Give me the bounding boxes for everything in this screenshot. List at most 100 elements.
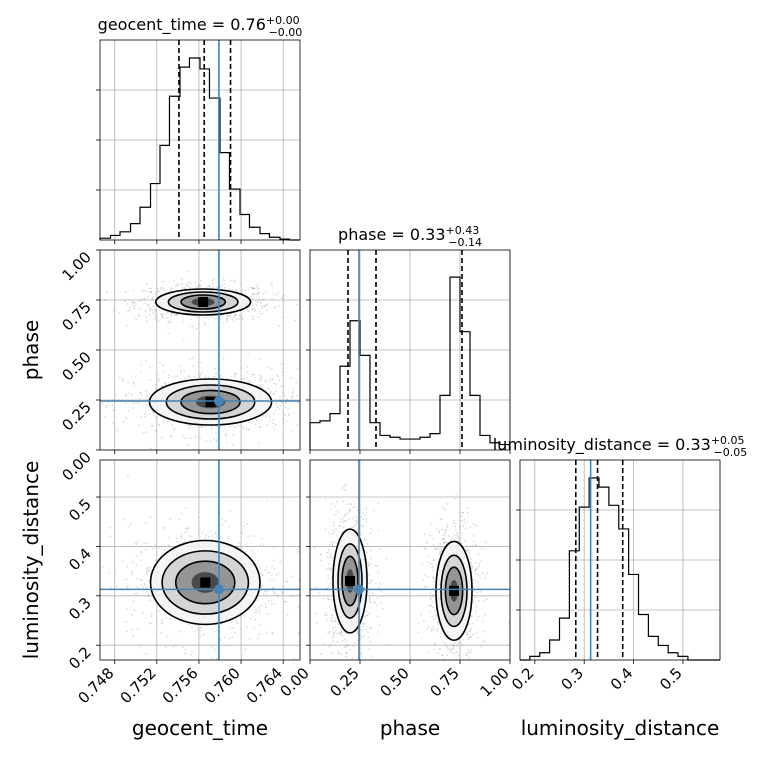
sample-point <box>244 550 247 553</box>
sample-point <box>138 307 141 310</box>
sample-point <box>468 630 471 633</box>
sample-point <box>443 533 446 536</box>
sample-point <box>475 568 478 571</box>
sample-point <box>189 358 191 360</box>
sample-point <box>437 545 440 548</box>
sample-point <box>197 286 200 288</box>
sample-point <box>331 545 334 548</box>
sample-point <box>327 632 330 634</box>
sample-point <box>132 600 135 603</box>
sample-point <box>447 535 450 538</box>
sample-point <box>259 301 262 304</box>
sample-point <box>145 571 148 574</box>
sample-point <box>472 633 475 636</box>
sample-point <box>261 307 264 310</box>
sample-point <box>171 288 174 291</box>
sample-point <box>234 289 237 292</box>
sample-point <box>140 584 143 587</box>
sample-point <box>257 287 260 290</box>
sample-point <box>482 630 485 633</box>
sample-point <box>331 629 334 632</box>
sample-point <box>256 599 259 602</box>
sample-point <box>262 543 265 546</box>
sample-point <box>249 381 252 384</box>
sample-point <box>359 638 362 641</box>
sample-point <box>108 526 111 529</box>
sample-point <box>234 632 236 634</box>
sample-point <box>133 609 135 612</box>
sample-point <box>127 474 129 477</box>
sample-point <box>239 283 242 286</box>
sample-point <box>127 585 129 588</box>
sample-point <box>154 313 156 316</box>
sample-point <box>161 287 164 289</box>
y-tick-label: 0.75 <box>58 298 94 334</box>
sample-point <box>472 534 475 537</box>
density-peak <box>345 575 355 586</box>
sample-point <box>160 621 163 623</box>
sample-point <box>146 394 149 397</box>
sample-point <box>107 401 110 404</box>
sample-point <box>252 552 255 555</box>
sample-point <box>355 529 358 532</box>
sample-point <box>238 541 241 544</box>
sample-point <box>470 648 473 651</box>
sample-point <box>262 414 264 417</box>
sample-point <box>146 542 149 545</box>
sample-point <box>334 513 337 516</box>
sample-point <box>377 529 380 532</box>
sample-point <box>197 285 200 287</box>
sample-point <box>439 550 442 553</box>
sample-point <box>352 526 354 528</box>
title-plus: +0.00 <box>266 14 300 27</box>
sample-point <box>436 630 439 633</box>
sample-point <box>234 313 236 316</box>
sample-point <box>366 614 369 617</box>
sample-point <box>105 405 108 408</box>
sample-point <box>342 485 345 488</box>
histogram-step <box>99 57 300 241</box>
sample-point <box>176 313 179 316</box>
sample-point <box>242 427 245 430</box>
sample-point <box>180 369 182 372</box>
sample-point <box>171 312 174 315</box>
sample-point <box>270 367 273 370</box>
sample-point <box>326 596 329 599</box>
sample-point <box>141 394 144 396</box>
sample-point <box>183 287 186 290</box>
sample-point <box>231 635 234 638</box>
sample-point <box>127 409 130 412</box>
sample-point <box>438 547 441 550</box>
sample-point <box>331 619 334 622</box>
sample-point <box>275 383 277 386</box>
sample-point <box>215 533 217 536</box>
sample-point <box>161 436 164 439</box>
sample-point <box>467 664 469 666</box>
sample-point <box>368 648 371 651</box>
sample-point <box>372 509 375 512</box>
sample-point <box>452 646 455 649</box>
sample-point <box>215 657 218 660</box>
sample-point <box>455 493 458 496</box>
sample-point <box>291 575 293 578</box>
sample-point <box>478 563 480 565</box>
sample-point <box>468 552 471 555</box>
sample-point <box>257 442 260 444</box>
sample-point <box>216 314 219 317</box>
sample-point <box>285 406 287 409</box>
sample-point <box>333 620 336 623</box>
sample-point <box>363 545 366 547</box>
sample-point <box>361 511 364 514</box>
sample-point <box>170 435 172 438</box>
title-minus: −0.05 <box>714 446 748 459</box>
sample-point <box>188 424 191 427</box>
sample-point <box>189 282 192 285</box>
sample-point <box>199 373 202 376</box>
histogram-step <box>520 477 720 661</box>
sample-point <box>430 522 433 525</box>
sample-point <box>437 652 440 654</box>
sample-point <box>322 597 325 600</box>
sample-point <box>269 415 271 418</box>
sample-point <box>467 549 470 552</box>
sample-point <box>369 627 371 630</box>
